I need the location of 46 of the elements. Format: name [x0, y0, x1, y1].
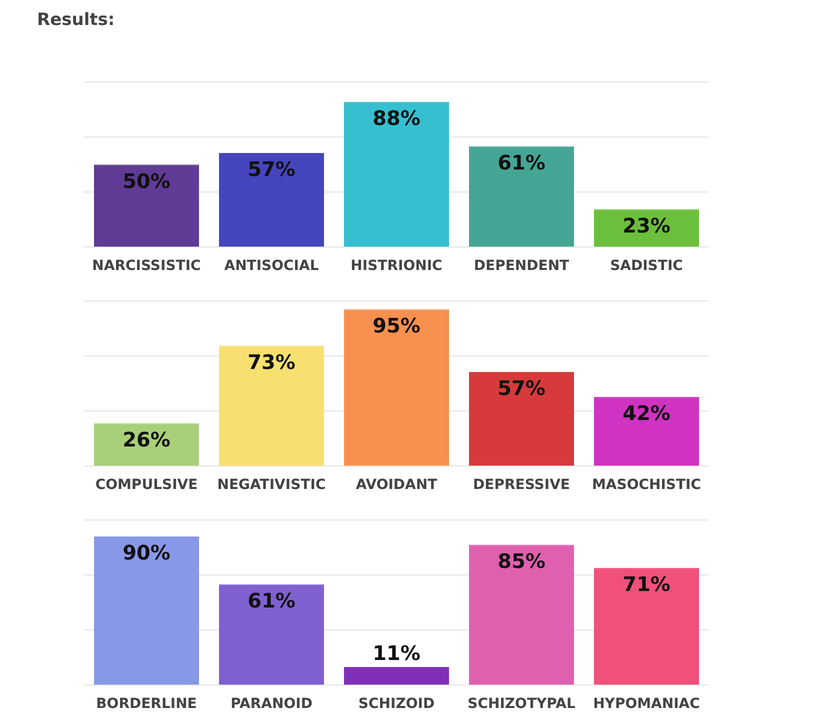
x-tick-label: SCHIZOTYPAL [468, 696, 576, 712]
bar [94, 536, 199, 685]
bar [469, 544, 574, 685]
bar [94, 164, 199, 247]
data-label: 88% [372, 106, 420, 130]
data-label: 11% [372, 641, 420, 666]
data-label: 57% [498, 376, 546, 400]
x-tick-label: BORDERLINE [96, 696, 197, 712]
bar [469, 146, 574, 247]
data-label: 95% [372, 313, 420, 338]
x-tick-label: SCHIZOID [358, 696, 435, 712]
data-label: 73% [248, 350, 296, 374]
data-label: 57% [248, 157, 296, 182]
data-label: 71% [622, 572, 670, 596]
x-tick-label: HYPOMANIAC [593, 696, 700, 712]
bar [344, 309, 449, 466]
data-label: 42% [622, 401, 670, 426]
data-label: 26% [122, 427, 170, 452]
data-label: 85% [498, 548, 546, 573]
x-tick-label: ANTISOCIAL [224, 258, 319, 274]
x-tick-label: AVOIDANT [356, 477, 438, 494]
x-tick-label: DEPENDENT [474, 258, 570, 274]
bar [219, 346, 324, 466]
x-tick-label: DEPRESSIVE [473, 477, 570, 494]
x-tick-label: NARCISSISTIC [92, 258, 201, 274]
chart-title: Results: [37, 10, 115, 30]
x-tick-label: NEGATIVISTIC [217, 477, 326, 494]
data-label: 50% [122, 168, 170, 193]
data-label: 90% [122, 540, 170, 565]
bar [219, 153, 324, 247]
x-tick-label: HISTRIONIC [350, 258, 442, 274]
x-tick-label: COMPULSIVE [95, 477, 198, 494]
x-tick-label: PARANOID [230, 696, 312, 712]
x-tick-label: SADISTIC [610, 258, 683, 274]
data-label: 23% [622, 213, 670, 238]
bar [344, 667, 449, 685]
bar [94, 423, 199, 466]
bar [594, 396, 699, 466]
bar [469, 372, 574, 466]
bar [594, 568, 699, 685]
bar [594, 209, 699, 247]
x-tick-label: MASOCHISTIC [592, 477, 702, 494]
bar [219, 584, 324, 685]
data-label: 61% [498, 150, 546, 175]
data-label: 61% [248, 588, 296, 613]
bar [344, 102, 449, 247]
